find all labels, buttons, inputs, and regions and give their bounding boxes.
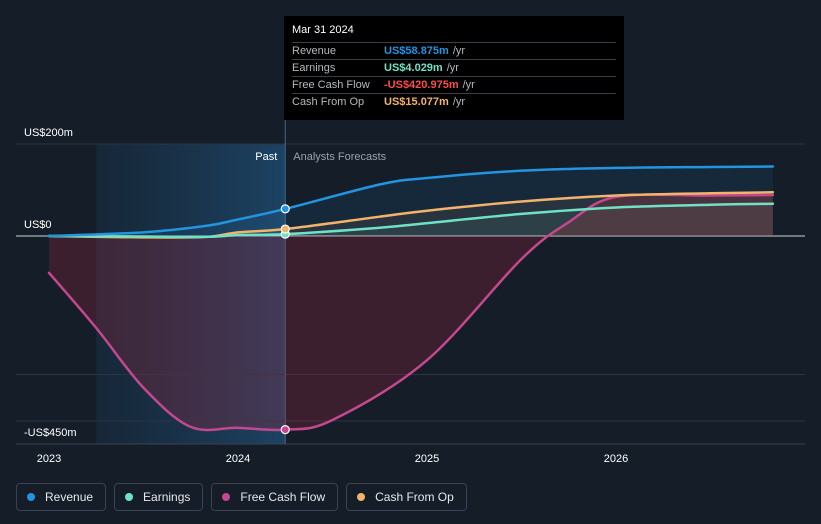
earnings-dot-icon (125, 493, 134, 501)
tooltip-value: US$58.875m (384, 45, 449, 57)
y-tick-label: US$0 (24, 219, 52, 231)
y-tick-label: -US$450m (24, 427, 77, 439)
legend-label: Cash From Op (375, 490, 454, 504)
y-tick-label: US$200m (24, 127, 73, 139)
marker-revenue (280, 204, 290, 214)
tooltip-value: US$4.029m (384, 62, 443, 74)
legend-label: Free Cash Flow (240, 490, 326, 504)
x-tick-label: 2026 (604, 453, 628, 465)
legend-item-free-cash-flow[interactable]: Free Cash Flow (211, 483, 339, 511)
marker-free-cash-flow (280, 425, 290, 435)
legend: Revenue Earnings Free Cash Flow Cash Fro… (16, 483, 467, 511)
legend-label: Earnings (143, 490, 191, 504)
tooltip-label: Free Cash Flow (292, 79, 370, 91)
line-earnings (47, 202, 775, 239)
tooltip-row-earnings: Earnings US$4.029m /yr (292, 59, 616, 76)
area-earnings (49, 203, 773, 237)
area-cash-from-op (49, 192, 773, 238)
legend-label: Revenue (45, 490, 94, 504)
tooltip-row-cash-from-op: Cash From Op US$15.077m /yr (292, 93, 616, 110)
past-label: Past (255, 151, 277, 163)
tooltip-value: US$15.077m (384, 96, 449, 108)
x-tick-label: 2023 (37, 453, 61, 465)
past-highlight-region (96, 144, 286, 444)
legend-item-revenue[interactable]: Revenue (16, 483, 107, 511)
free-cash-flow-dot-icon (222, 493, 231, 501)
tooltip-unit: /yr (462, 79, 475, 91)
tooltip: Mar 31 2024 Revenue US$58.875m /yr Earni… (284, 16, 624, 120)
cash-from-op-dot-icon (357, 493, 366, 501)
tooltip-row-free-cash-flow: Free Cash Flow -US$420.975m /yr (292, 76, 616, 93)
area-free-cash-flow (49, 194, 773, 431)
legend-item-cash-from-op[interactable]: Cash From Op (346, 483, 467, 511)
tooltip-date: Mar 31 2024 (292, 24, 354, 36)
x-tick-label: 2025 (415, 453, 439, 465)
revenue-dot-icon (27, 493, 35, 501)
tooltip-label: Cash From Op (292, 96, 365, 108)
tooltip-label: Revenue (292, 45, 337, 57)
area-revenue (49, 166, 773, 236)
line-free-cash-flow (47, 193, 775, 432)
legend-item-earnings[interactable]: Earnings (114, 483, 204, 511)
tooltip-unit: /yr (452, 96, 466, 108)
line-revenue (47, 165, 775, 238)
marker-cash-from-op (280, 224, 290, 234)
tooltip-unit: /yr (446, 62, 459, 74)
tooltip-row-revenue: Revenue US$58.875m /yr (292, 42, 616, 59)
x-tick-label: 2024 (226, 453, 250, 465)
tooltip-unit: /yr (452, 45, 466, 57)
forecast-label: Analysts Forecasts (293, 151, 386, 163)
tooltip-value: -US$420.975m (384, 79, 459, 91)
tooltip-label: Earnings (292, 62, 336, 74)
